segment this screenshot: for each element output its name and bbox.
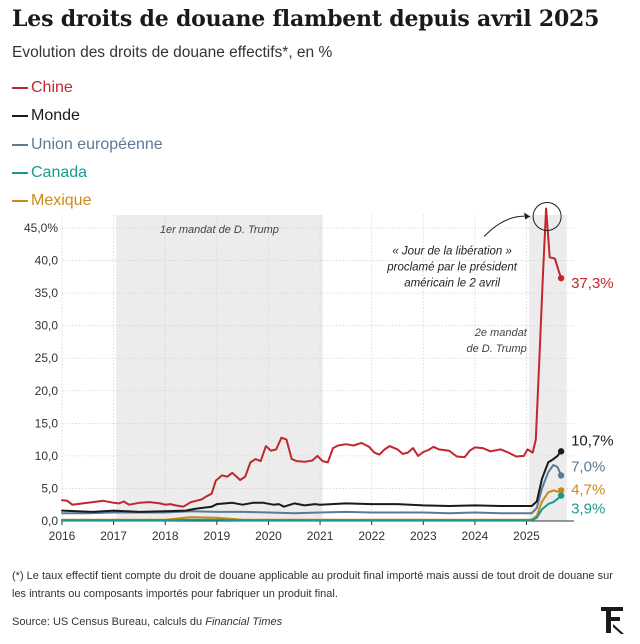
chart-title: Les droits de douane flambent depuis avr… [12, 6, 600, 32]
y-tick-label: 30,0 [35, 319, 59, 333]
x-tick-label: 2022 [358, 529, 385, 543]
x-tick-label: 2020 [255, 529, 282, 543]
series-end-dot [557, 274, 565, 282]
legend-swatch [12, 200, 28, 203]
legend-label: Canada [31, 164, 88, 182]
series-end-dot [557, 448, 565, 455]
series-end-dot [557, 472, 565, 479]
y-tick-label: 20,0 [35, 384, 59, 398]
line-chart: 0,0 5,0 10,0 15,0 20,0 25,0 30,0 35,0 40,0 45,0% 2… [24, 201, 614, 543]
legend: Chine Monde Union européenne Canada Mexique [12, 74, 163, 215]
series-end-dot [557, 492, 565, 499]
series-line [61, 207, 563, 508]
y-tick-label: 5,0 [41, 481, 58, 495]
legend-item: Union européenne [12, 131, 163, 159]
period-label: 2e mandat [474, 327, 528, 339]
series-line [61, 494, 563, 522]
footnote: (*) Le taux effectif tient compte du dro… [12, 570, 613, 600]
y-tick-label: 45,0% [24, 221, 58, 235]
legend-item: Chine [12, 74, 163, 102]
source-prefix: Source: US Census Bureau, calculs du [12, 616, 206, 628]
legend-item: Mexique [12, 187, 163, 215]
legend-swatch [12, 115, 28, 118]
annotation-text: proclamé par le président [386, 261, 518, 273]
x-tick-label: 2016 [49, 529, 76, 543]
source-publication: Financial Times [205, 616, 283, 628]
source-note: Source: US Census Bureau, calculs du Fin… [12, 616, 282, 628]
legend-item: Canada [12, 159, 163, 187]
legend-label: Monde [31, 107, 80, 125]
legend-swatch [12, 172, 28, 175]
series-end-label: 3,9% [571, 501, 605, 518]
x-tick-label: 2023 [410, 529, 437, 543]
annotation-text: américain le 2 avril [404, 277, 500, 289]
x-tick-label: 2019 [203, 529, 230, 543]
series-line [61, 450, 563, 513]
series-end-label: 37,3% [571, 275, 614, 292]
series-end-label: 7,0% [571, 458, 605, 475]
period-label: 1er mandat de D. Trump [160, 224, 279, 236]
y-tick-label: 15,0 [35, 416, 59, 430]
x-tick-label: 2024 [462, 529, 489, 543]
annotation-arrowhead [524, 212, 531, 220]
publisher-logo-icon [601, 607, 624, 634]
shaded-period [116, 215, 323, 521]
x-tick-label: 2018 [152, 529, 179, 543]
legend-item: Monde [12, 102, 163, 130]
x-tick-label: 2017 [100, 529, 127, 543]
y-tick-label: 0,0 [41, 514, 58, 528]
annotation-circle [532, 201, 562, 231]
series-line [61, 464, 563, 515]
series-end-label: 10,7% [571, 432, 614, 449]
legend-label: Chine [31, 79, 73, 97]
period-label: de D. Trump [466, 343, 526, 355]
y-tick-label: 25,0 [35, 351, 59, 365]
legend-swatch [12, 87, 28, 90]
annotation-arrow [483, 215, 531, 237]
annotation-text: « Jour de la libération » [392, 245, 512, 257]
y-tick-label: 40,0 [35, 254, 59, 268]
y-tick-label: 35,0 [35, 286, 59, 300]
x-tick-label: 2021 [307, 529, 334, 543]
series-end-label: 4,7% [571, 481, 605, 498]
series-end-dot [557, 487, 565, 494]
y-tick-label: 10,0 [35, 449, 59, 463]
legend-swatch [12, 143, 28, 146]
shaded-period [529, 215, 567, 521]
legend-label: Union européenne [31, 135, 163, 153]
chart-subtitle: Evolution des droits de douane effectifs… [12, 44, 333, 61]
x-tick-label: 2025 [513, 529, 540, 543]
legend-label: Mexique [31, 192, 92, 210]
